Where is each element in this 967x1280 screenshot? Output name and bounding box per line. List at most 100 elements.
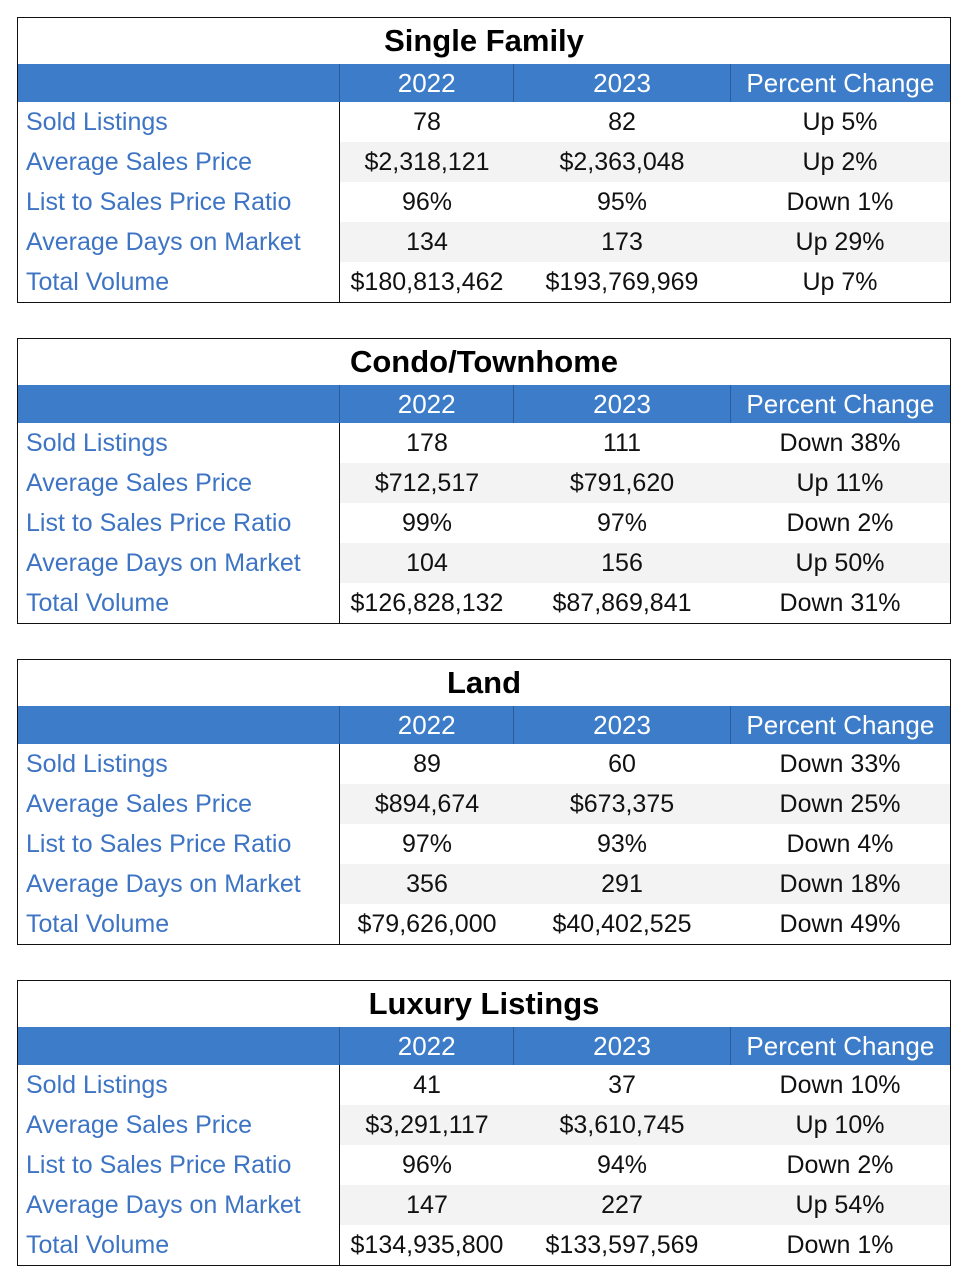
value-2023: 60 bbox=[608, 750, 636, 778]
table-row: List to Sales Price Ratio 99% 97% Down 2… bbox=[18, 503, 950, 543]
percent-change: Down 2% bbox=[786, 509, 894, 537]
table-row: Total Volume $180,813,462 $193,769,969 U… bbox=[18, 262, 950, 302]
value-2023: $2,363,048 bbox=[514, 142, 730, 182]
value-2023: $40,402,525 bbox=[552, 910, 692, 938]
table-row: Sold Listings 89 60 Down 33% bbox=[18, 744, 950, 784]
table-row: Average Days on Market 356 291 Down 18% bbox=[18, 864, 950, 904]
table-title: Luxury Listings bbox=[368, 986, 600, 1021]
value-2023: 291 bbox=[514, 864, 730, 904]
value-2023: 227 bbox=[514, 1185, 730, 1225]
value-2023: $193,769,969 bbox=[545, 268, 699, 296]
percent-change: Down 38% bbox=[779, 429, 901, 457]
header-percent-change: Percent Change bbox=[746, 68, 935, 98]
header-2023: 2023 bbox=[514, 706, 731, 744]
condo-townhome-table: Condo/Townhome 2022 2023 Percent Change … bbox=[17, 338, 951, 624]
row-label: Average Sales Price bbox=[18, 784, 340, 824]
row-label: List to Sales Price Ratio bbox=[18, 1145, 340, 1185]
table-row: Sold Listings 78 82 Up 5% bbox=[18, 102, 950, 142]
table-row: Total Volume $79,626,000 $40,402,525 Dow… bbox=[18, 904, 950, 944]
table-row: Total Volume $134,935,800 $133,597,569 D… bbox=[18, 1225, 950, 1265]
table-header-row: 2022 2023 Percent Change bbox=[18, 385, 950, 423]
header-label-cell bbox=[18, 385, 340, 423]
header-percent-change: Percent Change bbox=[746, 710, 935, 740]
value-2022: $79,626,000 bbox=[357, 910, 497, 938]
value-2023: 97% bbox=[596, 509, 648, 537]
value-2022: $2,318,121 bbox=[340, 142, 514, 182]
table-row: List to Sales Price Ratio 96% 94% Down 2… bbox=[18, 1145, 950, 1185]
value-2023: $87,869,841 bbox=[552, 589, 692, 617]
table-header-row: 2022 2023 Percent Change bbox=[18, 64, 950, 102]
value-2023: 93% bbox=[596, 830, 648, 858]
value-2022: 78 bbox=[413, 108, 441, 136]
header-label-cell bbox=[18, 1027, 340, 1065]
row-label: Total Volume bbox=[18, 904, 340, 944]
percent-change: Down 31% bbox=[779, 589, 901, 617]
header-label-cell bbox=[18, 706, 340, 744]
percent-change: Down 4% bbox=[786, 830, 894, 858]
table-row: Average Sales Price $894,674 $673,375 Do… bbox=[18, 784, 950, 824]
table-row: Average Sales Price $3,291,117 $3,610,74… bbox=[18, 1105, 950, 1145]
row-label: Average Days on Market bbox=[18, 543, 340, 583]
value-2022: 41 bbox=[413, 1071, 441, 1099]
value-2023: 94% bbox=[596, 1151, 648, 1179]
luxury-listings-table: Luxury Listings 2022 2023 Percent Change… bbox=[17, 980, 951, 1266]
percent-change: Down 1% bbox=[786, 188, 894, 216]
value-2022: $712,517 bbox=[340, 463, 514, 503]
value-2023: 173 bbox=[514, 222, 730, 262]
value-2022: 104 bbox=[340, 543, 514, 583]
land-table: Land 2022 2023 Percent Change Sold Listi… bbox=[17, 659, 951, 945]
header-2022: 2022 bbox=[340, 385, 515, 423]
value-2022: $134,935,800 bbox=[350, 1231, 504, 1259]
value-2023: 95% bbox=[596, 188, 648, 216]
header-percent-change: Percent Change bbox=[746, 389, 935, 419]
value-2022: 178 bbox=[406, 429, 448, 457]
value-2022: 134 bbox=[340, 222, 514, 262]
header-2023: 2023 bbox=[514, 385, 731, 423]
value-2022: 97% bbox=[401, 830, 453, 858]
value-2023: 156 bbox=[514, 543, 730, 583]
table-row: List to Sales Price Ratio 97% 93% Down 4… bbox=[18, 824, 950, 864]
percent-change: Up 54% bbox=[730, 1185, 950, 1225]
row-label: Average Sales Price bbox=[18, 463, 340, 503]
percent-change: Down 18% bbox=[730, 864, 950, 904]
row-label: Average Days on Market bbox=[18, 1185, 340, 1225]
table-header-row: 2022 2023 Percent Change bbox=[18, 1027, 950, 1065]
table-title: Single Family bbox=[384, 23, 584, 58]
header-percent-change: Percent Change bbox=[746, 1031, 935, 1061]
row-label: Sold Listings bbox=[18, 423, 340, 463]
value-2023: 37 bbox=[608, 1071, 636, 1099]
value-2022: 99% bbox=[401, 509, 453, 537]
table-header-row: 2022 2023 Percent Change bbox=[18, 706, 950, 744]
row-label: Average Days on Market bbox=[18, 864, 340, 904]
value-2022: 147 bbox=[340, 1185, 514, 1225]
value-2022: 356 bbox=[340, 864, 514, 904]
table-row: Average Days on Market 147 227 Up 54% bbox=[18, 1185, 950, 1225]
row-label: Average Sales Price bbox=[18, 142, 340, 182]
value-2023: 82 bbox=[608, 108, 636, 136]
value-2022: 96% bbox=[401, 1151, 453, 1179]
row-label: List to Sales Price Ratio bbox=[18, 503, 340, 543]
row-label: Sold Listings bbox=[18, 744, 340, 784]
row-label: Total Volume bbox=[18, 583, 340, 623]
percent-change: Up 5% bbox=[802, 108, 878, 136]
table-row: List to Sales Price Ratio 96% 95% Down 1… bbox=[18, 182, 950, 222]
single-family-table: Single Family 2022 2023 Percent Change S… bbox=[17, 17, 951, 303]
row-label: List to Sales Price Ratio bbox=[18, 182, 340, 222]
table-row: Sold Listings 178 111 Down 38% bbox=[18, 423, 950, 463]
percent-change: Down 1% bbox=[786, 1231, 894, 1259]
value-2023: $673,375 bbox=[514, 784, 730, 824]
value-2023: $791,620 bbox=[514, 463, 730, 503]
value-2022: $126,828,132 bbox=[350, 589, 504, 617]
row-label: Total Volume bbox=[18, 262, 340, 302]
percent-change: Down 25% bbox=[730, 784, 950, 824]
percent-change: Up 10% bbox=[730, 1105, 950, 1145]
row-label: Sold Listings bbox=[18, 102, 340, 142]
table-title: Condo/Townhome bbox=[349, 344, 619, 379]
percent-change: Up 2% bbox=[730, 142, 950, 182]
header-2023: 2023 bbox=[514, 64, 731, 102]
header-2022: 2022 bbox=[340, 706, 515, 744]
percent-change: Down 2% bbox=[786, 1151, 894, 1179]
row-label: Sold Listings bbox=[18, 1065, 340, 1105]
table-row: Sold Listings 41 37 Down 10% bbox=[18, 1065, 950, 1105]
value-2023: $3,610,745 bbox=[514, 1105, 730, 1145]
